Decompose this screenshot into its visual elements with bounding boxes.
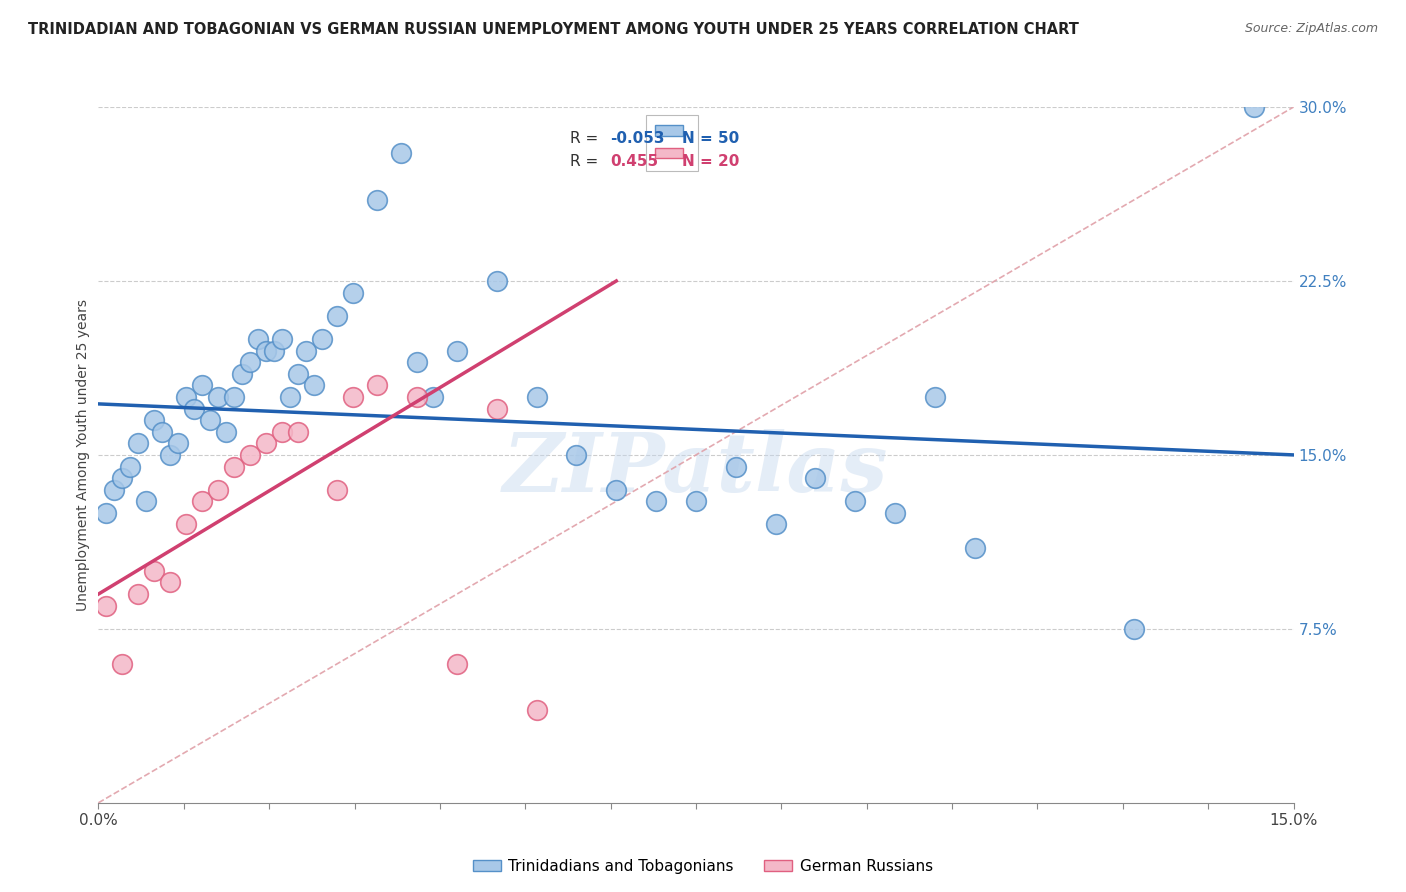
Point: [263, 343, 285, 358]
Point: [804, 471, 827, 485]
Point: [765, 517, 787, 532]
Point: [605, 483, 627, 497]
Point: [191, 494, 214, 508]
Point: [485, 274, 508, 288]
Point: [485, 401, 508, 416]
Point: [1123, 622, 1146, 636]
Point: [287, 425, 309, 439]
Text: 0.455: 0.455: [610, 154, 658, 169]
Point: [159, 448, 181, 462]
Text: N = 20: N = 20: [682, 154, 740, 169]
Legend: , : ,: [647, 115, 697, 170]
Point: [422, 390, 444, 404]
Point: [685, 494, 707, 508]
Point: [254, 436, 277, 450]
Point: [254, 343, 277, 358]
Point: [278, 390, 301, 404]
Point: [150, 425, 173, 439]
Point: [239, 355, 262, 369]
Point: [207, 483, 229, 497]
Point: [239, 448, 262, 462]
Point: [294, 343, 316, 358]
Point: [111, 657, 134, 671]
Text: TRINIDADIAN AND TOBAGONIAN VS GERMAN RUSSIAN UNEMPLOYMENT AMONG YOUTH UNDER 25 Y: TRINIDADIAN AND TOBAGONIAN VS GERMAN RUS…: [28, 22, 1078, 37]
Point: [127, 587, 149, 601]
Point: [127, 436, 149, 450]
Point: [406, 355, 429, 369]
Point: [844, 494, 866, 508]
Point: [645, 494, 668, 508]
Point: [231, 367, 253, 381]
Point: [215, 425, 238, 439]
Point: [326, 483, 349, 497]
Y-axis label: Unemployment Among Youth under 25 years: Unemployment Among Youth under 25 years: [76, 299, 90, 611]
Text: -0.053: -0.053: [610, 131, 665, 146]
Point: [389, 146, 412, 161]
Point: [135, 494, 157, 508]
Point: [246, 332, 269, 346]
Point: [222, 390, 245, 404]
Point: [111, 471, 134, 485]
Point: [526, 703, 548, 717]
Point: [366, 378, 388, 392]
Point: [143, 564, 166, 578]
Text: Source: ZipAtlas.com: Source: ZipAtlas.com: [1244, 22, 1378, 36]
Point: [342, 390, 364, 404]
Point: [526, 390, 548, 404]
Point: [311, 332, 333, 346]
Point: [207, 390, 229, 404]
Point: [287, 367, 309, 381]
Text: R =: R =: [571, 131, 603, 146]
Point: [96, 599, 118, 613]
Point: [174, 517, 197, 532]
Point: [446, 657, 468, 671]
Text: ZIPatlas: ZIPatlas: [503, 429, 889, 508]
Point: [884, 506, 907, 520]
Point: [120, 459, 142, 474]
Point: [159, 575, 181, 590]
Point: [103, 483, 125, 497]
Point: [724, 459, 747, 474]
Text: N = 50: N = 50: [682, 131, 740, 146]
Point: [270, 425, 292, 439]
Point: [96, 506, 118, 520]
Point: [366, 193, 388, 207]
Point: [565, 448, 588, 462]
Point: [222, 459, 245, 474]
Point: [174, 390, 197, 404]
Point: [342, 285, 364, 300]
Legend: Trinidadians and Tobagonians, German Russians: Trinidadians and Tobagonians, German Rus…: [467, 853, 939, 880]
Point: [446, 343, 468, 358]
Point: [183, 401, 205, 416]
Point: [198, 413, 221, 427]
Point: [302, 378, 325, 392]
Point: [191, 378, 214, 392]
Point: [406, 390, 429, 404]
Point: [1243, 100, 1265, 114]
Point: [143, 413, 166, 427]
Point: [167, 436, 190, 450]
Point: [963, 541, 986, 555]
Point: [270, 332, 292, 346]
Point: [924, 390, 946, 404]
Point: [326, 309, 349, 323]
Text: R =: R =: [571, 154, 603, 169]
